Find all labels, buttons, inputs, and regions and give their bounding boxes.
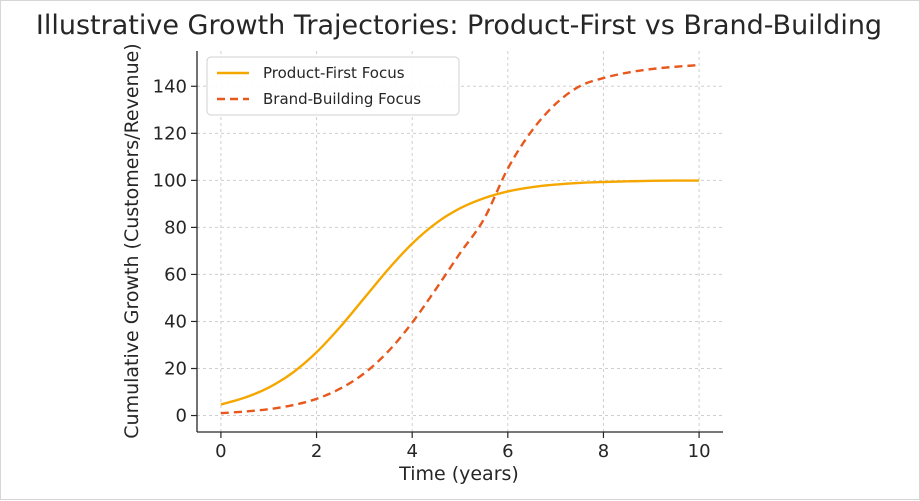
y-tick-label: 60 [164,264,187,285]
series-group [220,63,700,415]
x-tick-label: 2 [311,441,322,462]
y-axis-label: Cumulative Growth (Customers/Revenue) [121,43,143,438]
y-tick-label: 40 [164,311,187,332]
x-tick-label: 4 [406,441,417,462]
x-tick-label: 8 [598,441,609,462]
legend: Product-First Focus Brand-Building Focus [206,56,460,116]
x-tick-label: 10 [688,441,711,462]
legend-item-product-first-label: Product-First Focus [263,64,405,82]
legend-box [206,56,460,116]
chart-title: Illustrative Growth Trajectories: Produc… [36,10,882,41]
x-tick-label: 6 [502,441,513,462]
x-axis-label: Time (years) [398,463,519,485]
y-tick-label: 20 [164,359,187,380]
y-tick-label: 120 [153,123,187,144]
series-line-product-first [220,179,700,406]
series-line-brand-building [220,63,700,415]
y-tick-label: 0 [176,406,187,427]
legend-item-brand-building-label: Brand-Building Focus [263,90,421,108]
y-tick-label: 100 [153,170,187,191]
x-tick-label: 0 [215,441,226,462]
y-tick-label: 140 [153,76,187,97]
y-tick-label: 80 [164,217,187,238]
